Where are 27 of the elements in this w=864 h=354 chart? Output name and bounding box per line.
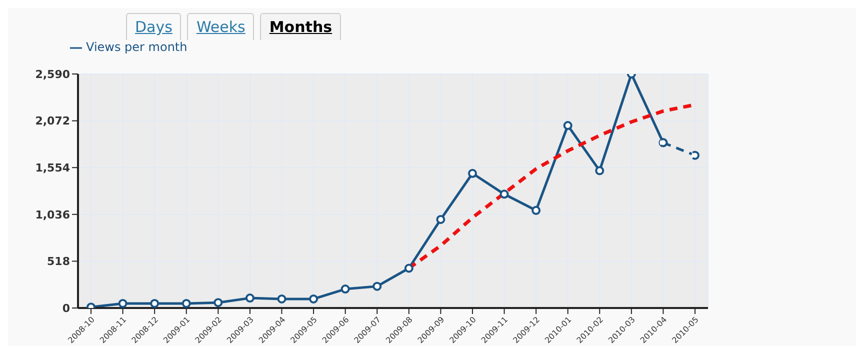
point bbox=[118, 298, 128, 308]
y-tick-label: 518 bbox=[47, 255, 70, 268]
point bbox=[690, 150, 700, 160]
point bbox=[182, 298, 191, 308]
point bbox=[150, 298, 160, 308]
point bbox=[436, 214, 446, 224]
point bbox=[372, 282, 382, 291]
point bbox=[532, 206, 541, 215]
y-tick-label: 1,036 bbox=[35, 208, 70, 222]
point bbox=[468, 168, 477, 178]
y-tick-label: 1,554 bbox=[35, 162, 70, 175]
tab-button: Months bbox=[260, 13, 342, 40]
point bbox=[404, 264, 414, 273]
y-tick-label: 2,072 bbox=[35, 114, 70, 128]
y-tick-label: 2,590 bbox=[35, 68, 70, 81]
tab-button: Days bbox=[126, 13, 182, 40]
point bbox=[595, 166, 604, 176]
legend-label: Views per month bbox=[86, 40, 188, 54]
tab-button: Weeks bbox=[187, 13, 254, 40]
y-tick-label: 0 bbox=[62, 302, 70, 315]
point bbox=[277, 294, 286, 304]
point bbox=[245, 294, 254, 303]
point bbox=[214, 298, 223, 308]
point bbox=[309, 294, 318, 304]
point bbox=[500, 190, 509, 199]
point bbox=[340, 284, 350, 294]
point bbox=[563, 121, 572, 130]
